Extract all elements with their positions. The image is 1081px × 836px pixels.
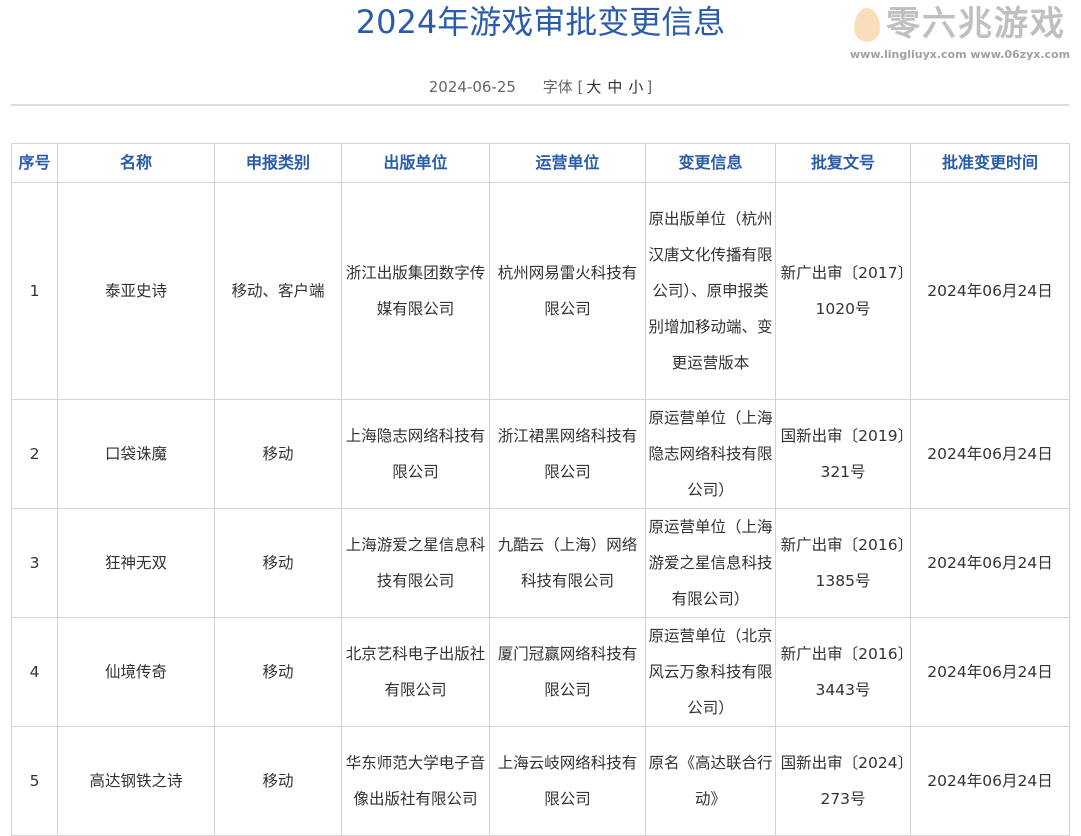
table-cell: 新广出审〔2017〕1020号 (775, 182, 911, 400)
table-cell: 厦门冠赢网络科技有限公司 (489, 617, 646, 727)
table-cell: 5 (11, 726, 58, 836)
column-header: 运营单位 (489, 143, 646, 183)
column-header: 出版单位 (341, 143, 490, 183)
table-cell: 3 (11, 508, 58, 618)
table-cell: 北京艺科电子出版社有限公司 (341, 617, 490, 727)
font-size-small[interactable]: 小 (628, 78, 644, 96)
table-cell: 口袋诛魔 (57, 399, 215, 509)
table-cell: 泰亚史诗 (57, 182, 215, 400)
watermark-urls: www.lingliuyx.com www.06zyx.com (850, 48, 1071, 61)
table-cell: 2024年06月24日 (910, 182, 1070, 400)
table-cell: 杭州网易雷火科技有限公司 (489, 182, 646, 400)
table-cell: 新广出审〔2016〕1385号 (775, 508, 911, 618)
table-cell: 国新出审〔2024〕273号 (775, 726, 911, 836)
page-title: 2024年游戏审批变更信息 (355, 3, 726, 41)
table-cell: 2024年06月24日 (910, 399, 1070, 509)
approval-table: 序号 名称 申报类别 出版单位 运营单位 变更信息 批复文号 批准变更时间 1 泰亚史诗 移动、客… (11, 143, 1070, 836)
font-size-large[interactable]: 大 (586, 78, 602, 96)
font-size-medium[interactable]: 中 (607, 78, 623, 96)
table-cell: 华东师范大学电子音像出版社有限公司 (341, 726, 490, 836)
header-row: 序号 名称 申报类别 出版单位 运营单位 变更信息 批复文号 批准变更时间 (11, 143, 1070, 183)
table-cell: 移动 (214, 617, 342, 727)
table-cell: 原运营单位（上海游爱之星信息科技有限公司） (645, 508, 776, 618)
publish-date: 2024-06-25 (428, 78, 516, 96)
table-row: 2 口袋诛魔 移动 上海隐志网络科技有限公司 浙江裙黑网络科技有限公司 原运营单位（上海隐… (11, 399, 1070, 509)
column-header: 申报类别 (214, 143, 342, 183)
column-header: 变更信息 (645, 143, 776, 183)
table-cell: 上海隐志网络科技有限公司 (341, 399, 490, 509)
column-header: 名称 (57, 143, 215, 183)
table-cell: 4 (11, 617, 58, 727)
table-cell: 原出版单位（杭州汉唐文化传播有限公司）、原申报类别增加移动端、变更运营版本 (645, 182, 776, 400)
table-cell: 原名《高达联合行动》 (645, 726, 776, 836)
table-cell: 2024年06月24日 (910, 508, 1070, 618)
article-meta: 2024-06-25 字体 [大中小] (428, 78, 653, 96)
divider (11, 104, 1069, 106)
table-cell: 狂神无双 (57, 508, 215, 618)
table-row: 4 仙境传奇 移动 北京艺科电子出版社有限公司 厦门冠赢网络科技有限公司 原运营单位（北京… (11, 617, 1070, 727)
table-cell: 2024年06月24日 (910, 726, 1070, 836)
table-row: 1 泰亚史诗 移动、客户端 浙江出版集团数字传媒有限公司 杭州网易雷火科技有限公司 原出版… (11, 182, 1070, 400)
column-header: 序号 (11, 143, 58, 183)
flame-logo-icon (854, 8, 880, 42)
watermark: 零六兆游戏 www.lingliuyx.com www.06zyx.com (850, 4, 1075, 68)
table-cell: 国新出审〔2019〕321号 (775, 399, 911, 509)
table-cell: 浙江裙黑网络科技有限公司 (489, 399, 646, 509)
table-cell: 高达钢铁之诗 (57, 726, 215, 836)
column-header: 批准变更时间 (910, 143, 1070, 183)
table-cell: 浙江出版集团数字传媒有限公司 (341, 182, 490, 400)
table-row: 5 高达钢铁之诗 移动 华东师范大学电子音像出版社有限公司 上海云岐网络科技有限公司 原名… (11, 726, 1070, 836)
table-cell: 1 (11, 182, 58, 400)
table-cell: 移动、客户端 (214, 182, 342, 400)
table-row: 3 狂神无双 移动 上海游爱之星信息科技有限公司 九酷云（上海）网络科技有限公司 原运营单… (11, 508, 1070, 618)
table-cell: 移动 (214, 726, 342, 836)
watermark-name: 零六兆游戏 (886, 4, 1066, 44)
font-size-label: 字体 (542, 78, 573, 96)
table-cell: 仙境传奇 (57, 617, 215, 727)
column-header: 批复文号 (775, 143, 911, 183)
table-cell: 移动 (214, 399, 342, 509)
table-cell: 上海云岐网络科技有限公司 (489, 726, 646, 836)
table-cell: 新广出审〔2016〕3443号 (775, 617, 911, 727)
table-cell: 移动 (214, 508, 342, 618)
table-cell: 原运营单位（北京风云万象科技有限公司） (645, 617, 776, 727)
table-cell: 上海游爱之星信息科技有限公司 (341, 508, 490, 618)
table-cell: 原运营单位（上海隐志网络科技有限公司） (645, 399, 776, 509)
table-cell: 2 (11, 399, 58, 509)
table-cell: 九酷云（上海）网络科技有限公司 (489, 508, 646, 618)
table-cell: 2024年06月24日 (910, 617, 1070, 727)
